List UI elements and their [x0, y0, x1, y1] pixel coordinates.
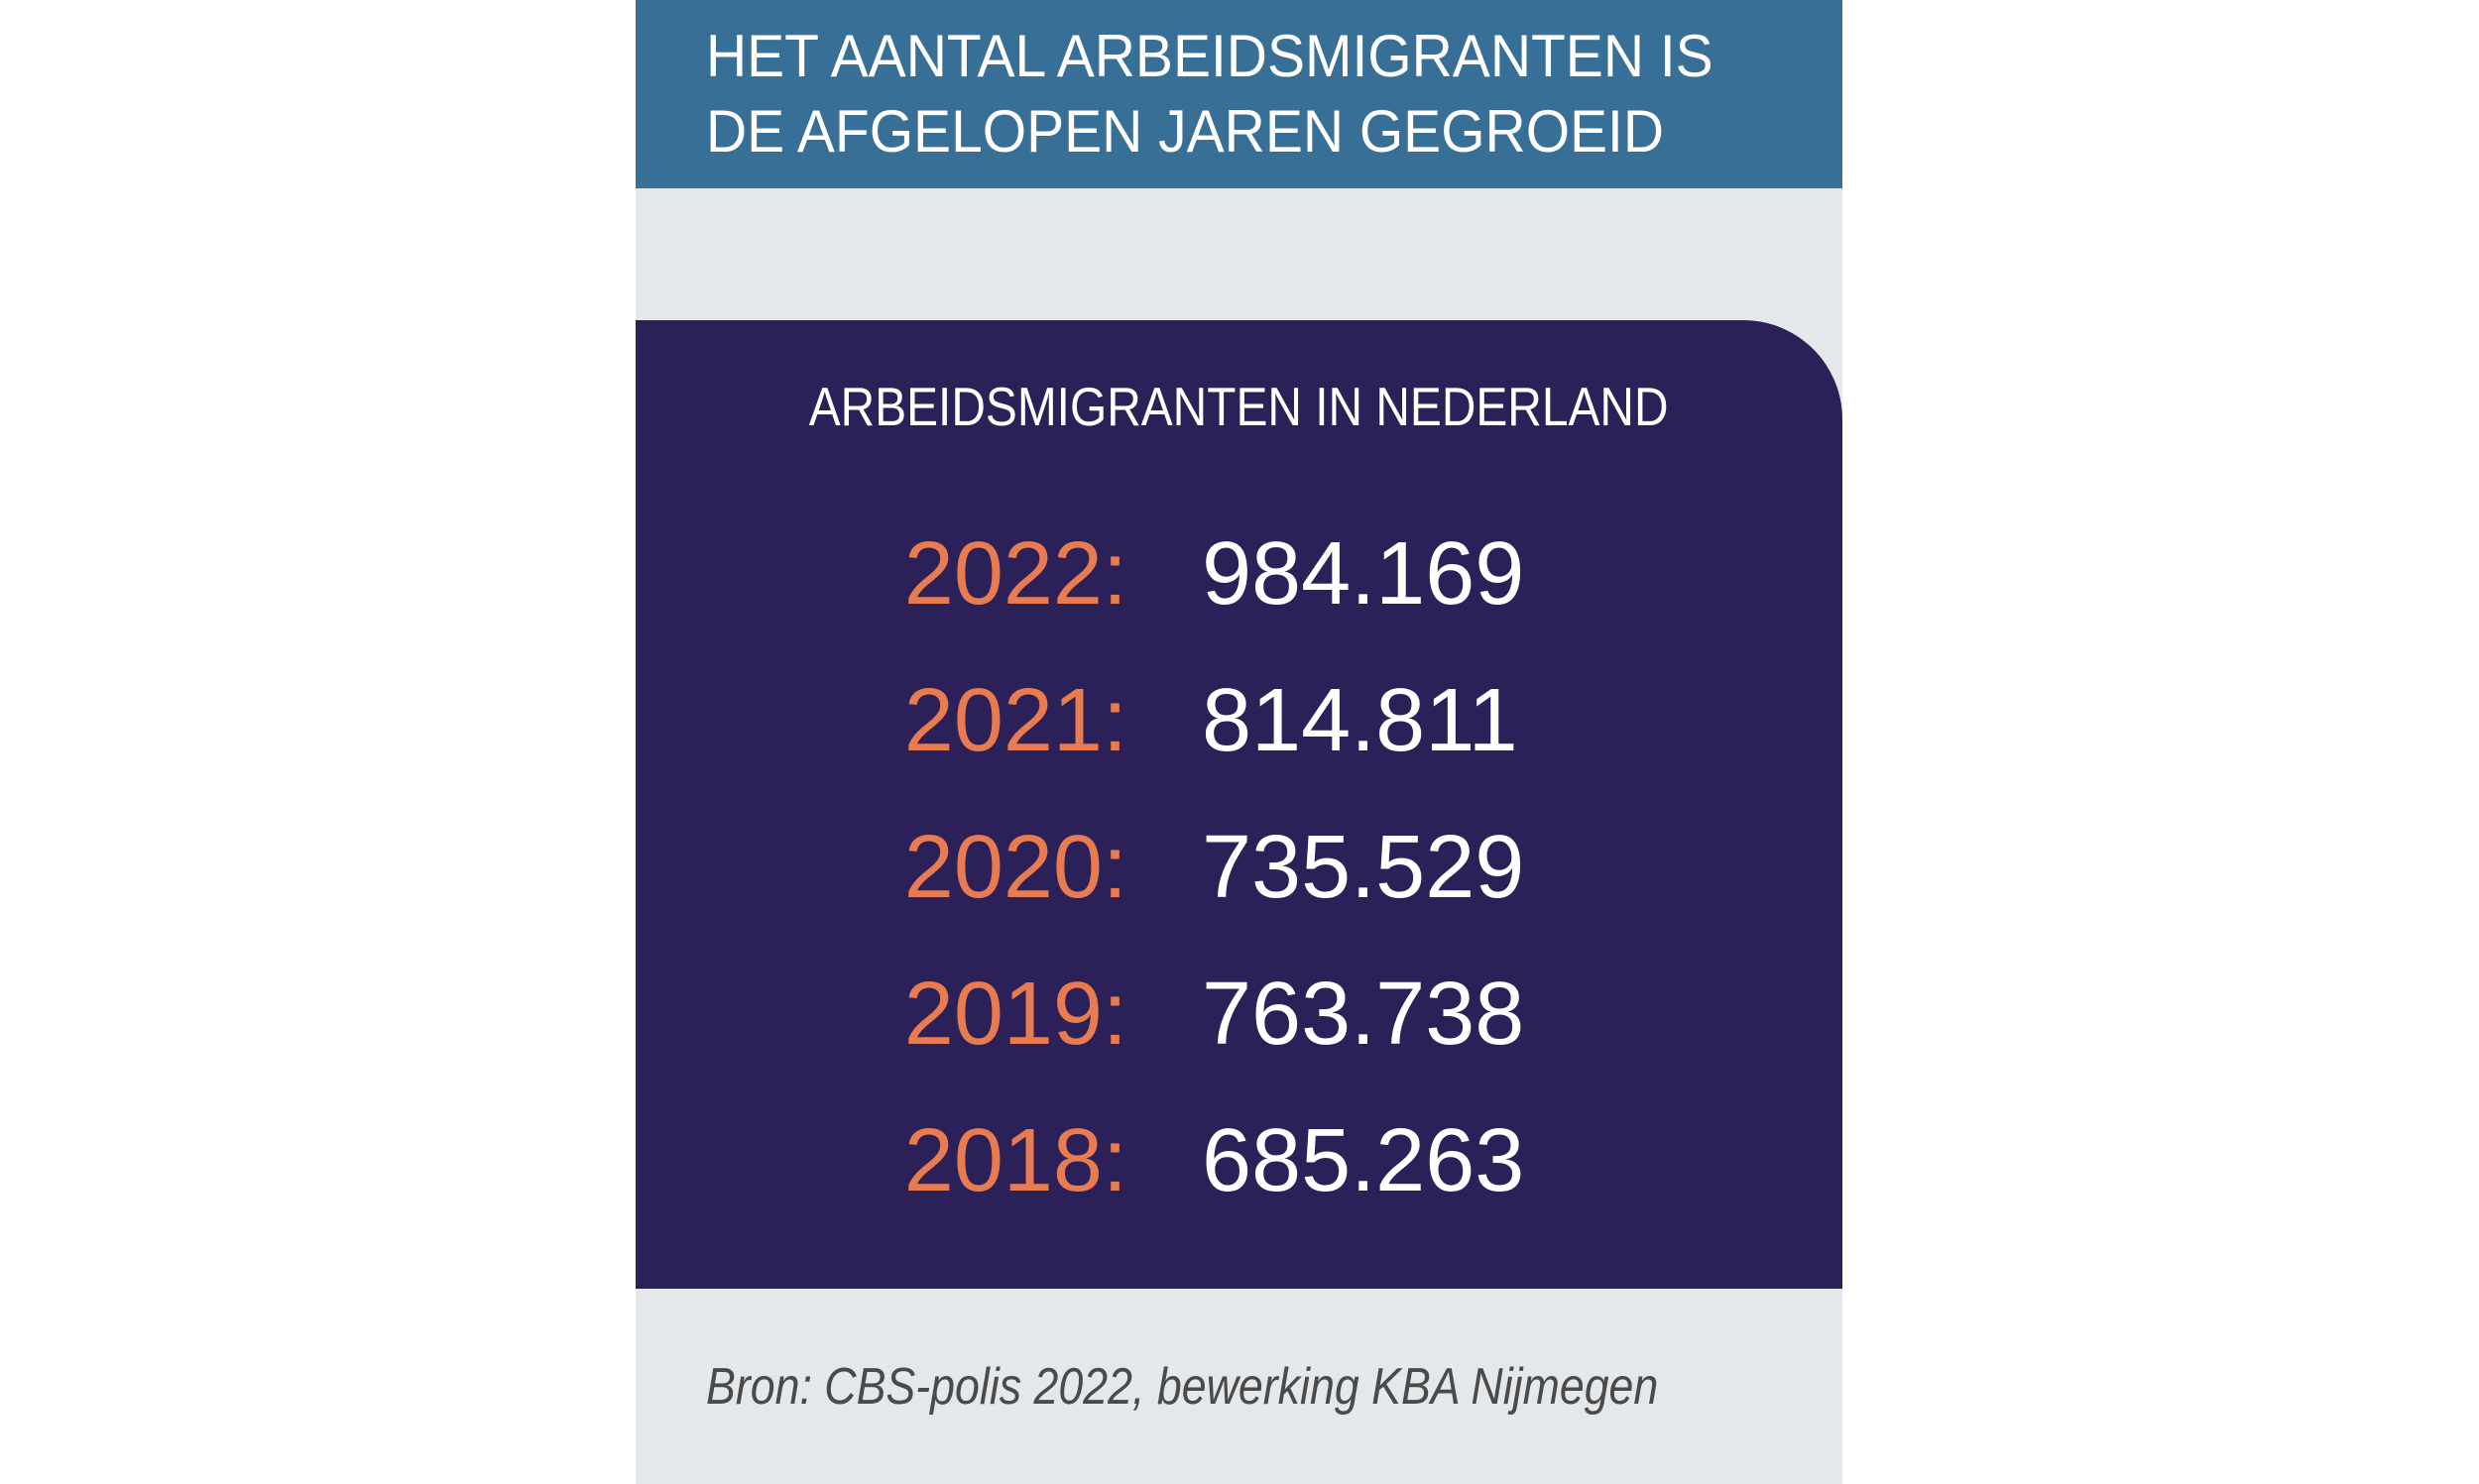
header-band: HET AANTAL ARBEIDSMIGRANTEN IS DE AFGELO…	[636, 0, 1842, 188]
panel-title-text: ARBEIDSMIGRANTEN IN NEDERLAND	[809, 376, 1669, 437]
content-column: HET AANTAL ARBEIDSMIGRANTEN IS DE AFGELO…	[636, 0, 1842, 1484]
header-title-line1: HET AANTAL ARBEIDSMIGRANTEN IS	[706, 19, 1842, 94]
year-label: 2019:	[903, 965, 1127, 1064]
value-label: 814.811	[1202, 671, 1518, 770]
header-title-line2-text: DE AFGELOPEN JAREN GEGROEID	[706, 98, 1665, 165]
value-label: 763.738	[1202, 965, 1525, 1064]
infographic-panel: ARBEIDSMIGRANTEN IN NEDERLAND 2022: 984.…	[636, 320, 1842, 1289]
table-row: 2021: 814.811	[636, 647, 1842, 794]
table-row: 2019: 763.738	[636, 941, 1842, 1087]
value-label: 984.169	[1202, 524, 1525, 624]
header-title-line2: DE AFGELOPEN JAREN GEGROEID	[706, 94, 1842, 170]
year-label: 2018:	[903, 1111, 1127, 1210]
year-label: 2021:	[903, 671, 1127, 770]
year-label: 2022:	[903, 524, 1127, 624]
header-title-line1-text: HET AANTAL ARBEIDSMIGRANTEN IS	[706, 23, 1713, 89]
table-row: 2022: 984.169	[636, 501, 1842, 647]
panel-title: ARBEIDSMIGRANTEN IN NEDERLAND	[636, 378, 1842, 435]
table-row: 2020: 735.529	[636, 794, 1842, 941]
value-label: 685.263	[1202, 1111, 1525, 1210]
footer-area: Bron: CBS-polis 2022, bewerking KBA Nijm…	[636, 1289, 1842, 1484]
table-row: 2018: 685.263	[636, 1087, 1842, 1234]
source-note: Bron: CBS-polis 2022, bewerking KBA Nijm…	[706, 1357, 1659, 1416]
data-rows: 2022: 984.169 2021: 814.811 2020: 735.52…	[636, 501, 1842, 1234]
value-label: 735.529	[1202, 818, 1525, 917]
year-label: 2020:	[903, 818, 1127, 917]
